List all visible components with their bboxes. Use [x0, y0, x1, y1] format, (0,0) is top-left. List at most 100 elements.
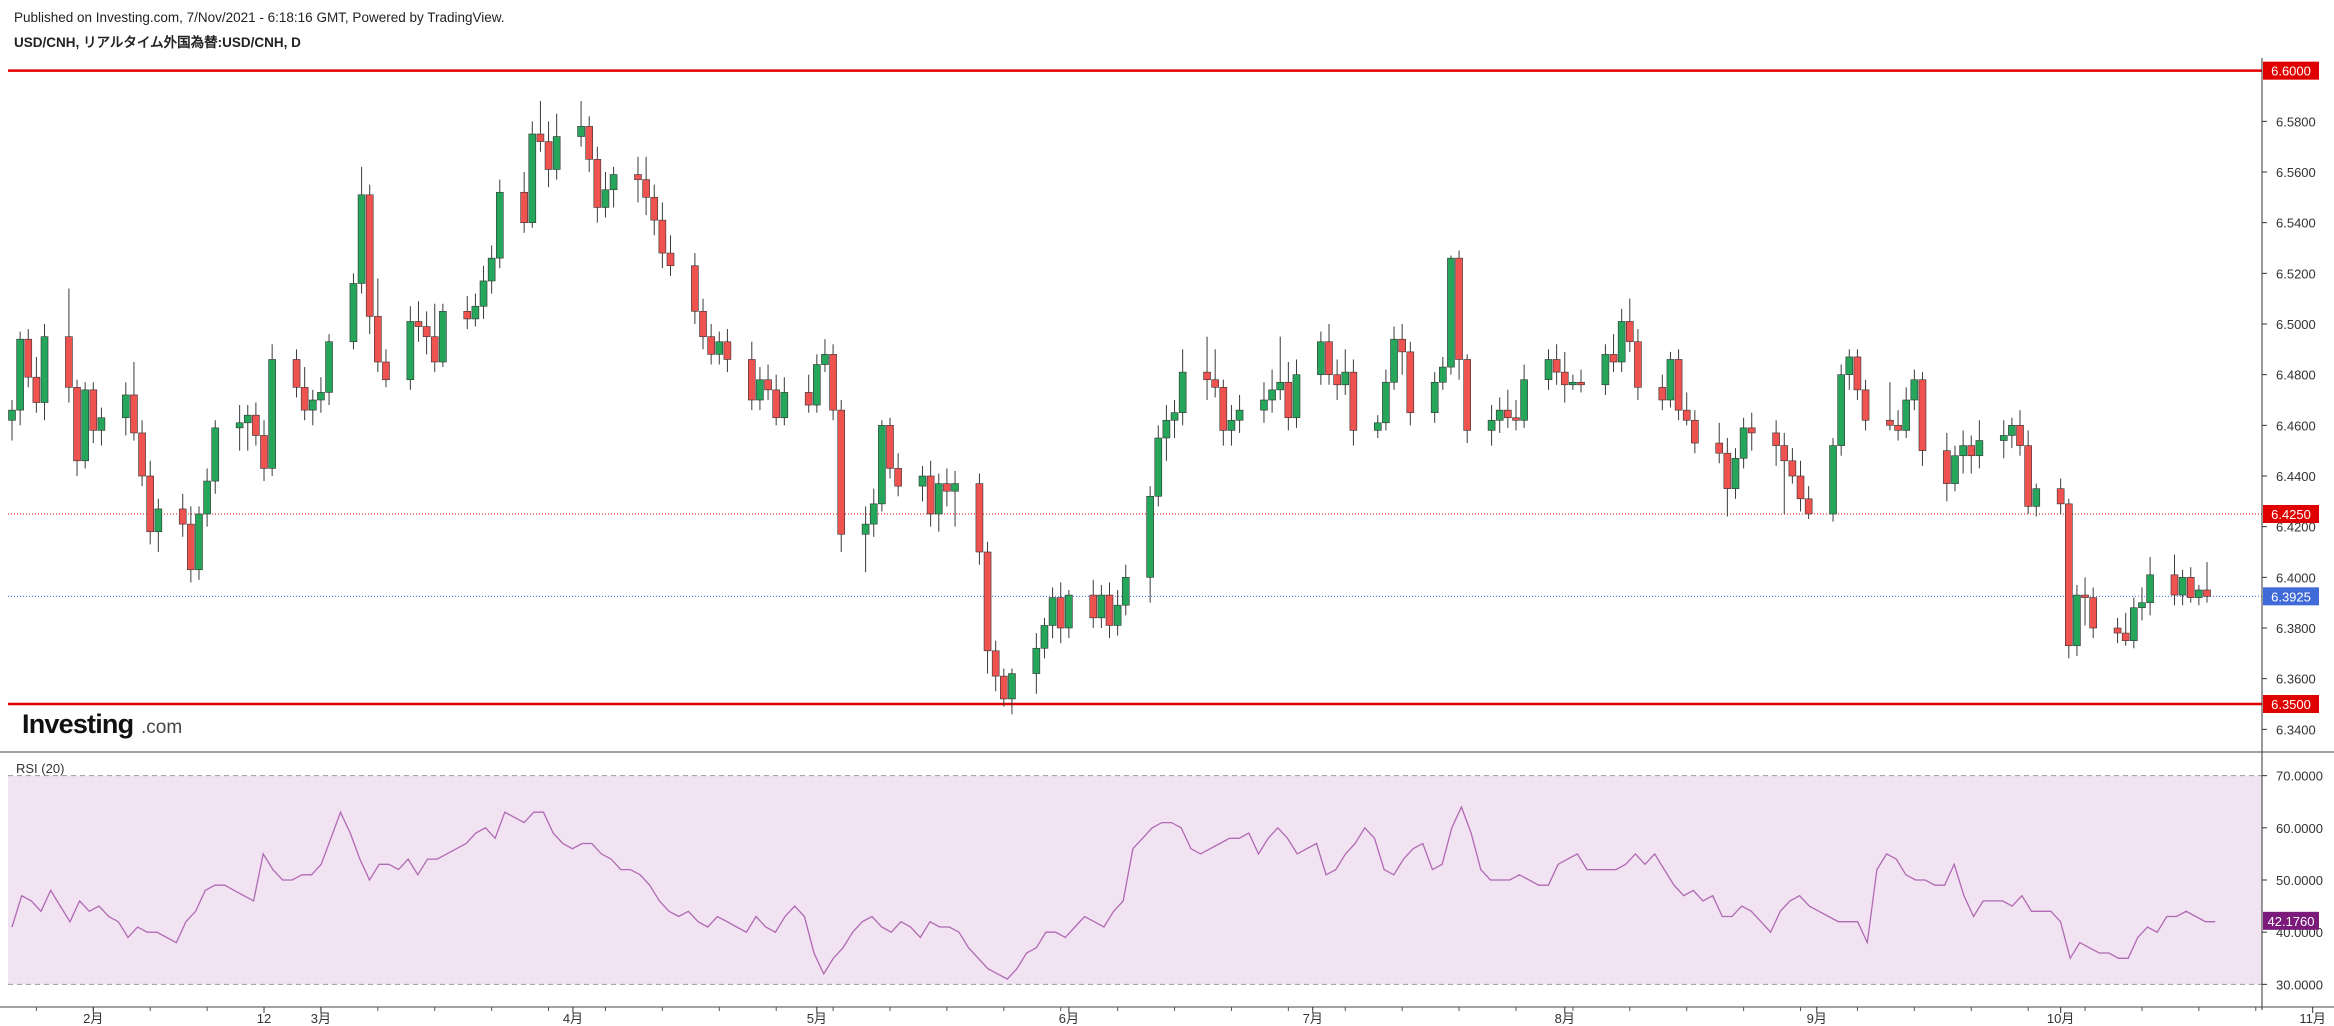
candle-body [609, 174, 618, 191]
y-tick-label: 6.4400 [2276, 469, 2316, 484]
candle-body [552, 136, 561, 170]
price-level-badge-bg [2263, 695, 2319, 713]
candle-body [1747, 427, 1756, 434]
candle [691, 253, 699, 324]
x-tick-label: 11月 [2299, 1011, 2326, 1026]
candle-body [2089, 597, 2097, 629]
candle-body [1162, 419, 1171, 439]
candle [1390, 326, 1398, 390]
candle-body [1219, 387, 1228, 431]
candle-body [300, 387, 309, 411]
candle-body [1333, 374, 1341, 386]
candle [780, 377, 789, 426]
candle [308, 389, 317, 426]
x-tick-label: 2月 [83, 1011, 103, 1026]
candle-body [146, 475, 155, 533]
candle-body [1276, 381, 1285, 391]
candle-body [943, 483, 951, 492]
x-tick-label: 5月 [807, 1011, 827, 1026]
candle-body [813, 364, 821, 406]
candle [707, 324, 715, 365]
candle [8, 400, 16, 441]
y-tick-label: 6.5200 [2276, 266, 2316, 281]
candle [1634, 329, 1642, 400]
candle-body [2186, 577, 2195, 598]
candle [1617, 308, 1626, 373]
candle-body [97, 417, 106, 431]
x-tick-label: 3月 [311, 1011, 331, 1026]
candle [349, 273, 358, 350]
candle-body [1739, 427, 1748, 459]
candle [1113, 590, 1122, 636]
candle [1235, 394, 1244, 433]
candle-body [487, 257, 496, 282]
candle-body [374, 316, 382, 363]
candle-body [1560, 371, 1569, 386]
candle [1739, 417, 1748, 469]
candle [146, 460, 155, 545]
candle-body [829, 354, 837, 411]
candle-body [585, 126, 594, 160]
candle [544, 121, 553, 188]
candle-body [894, 468, 902, 487]
candle-body [178, 508, 187, 525]
candle [1723, 438, 1732, 517]
candle [577, 101, 585, 147]
candle [211, 420, 220, 494]
candle-body [65, 336, 73, 388]
candle-body [1837, 374, 1845, 446]
candle-body [317, 392, 325, 401]
candle [2081, 577, 2089, 626]
candle-body [642, 179, 650, 198]
candle [268, 344, 276, 476]
rsi-value-badge: 42.1760 [2263, 911, 2319, 930]
candle-body [1780, 445, 1789, 462]
candle-body [1967, 445, 1976, 457]
candle [439, 303, 447, 368]
candle [2024, 430, 2032, 514]
candle [886, 417, 894, 479]
y-tick-label: 6.5400 [2276, 216, 2316, 231]
candle-body [837, 409, 846, 535]
candle [1837, 364, 1845, 456]
price-level-badge: 6.3500 [2263, 695, 2319, 713]
candle [1292, 359, 1301, 428]
candle-body [1455, 257, 1463, 360]
candle-body [2032, 488, 2041, 507]
candle-body [528, 133, 537, 223]
candle-body [1845, 356, 1854, 375]
candle-body [2170, 574, 2179, 596]
candle-body [991, 650, 1000, 677]
candle [829, 344, 837, 421]
candle [1601, 344, 1610, 395]
candle [1788, 448, 1797, 484]
candle [528, 121, 537, 228]
candle [1105, 582, 1114, 639]
candle [2113, 617, 2122, 644]
candle-body [1715, 442, 1724, 454]
candle [1089, 579, 1098, 628]
candle-body [691, 265, 699, 312]
price-level-badge-bg [2263, 61, 2319, 80]
candle [536, 101, 545, 152]
candle [154, 498, 163, 552]
candle [317, 377, 325, 413]
rsi-tick-label: 30.0000 [2276, 977, 2323, 992]
candle [16, 331, 24, 426]
candle-body [747, 359, 756, 401]
candle [1625, 298, 1634, 352]
candle [1276, 336, 1285, 400]
candle-body [138, 432, 146, 477]
candle-body [2146, 574, 2154, 603]
candle [97, 407, 106, 446]
candle-body [1666, 359, 1675, 401]
candle-body [821, 354, 829, 365]
candle [1674, 349, 1683, 421]
candle [813, 354, 821, 413]
candle [1910, 369, 1919, 411]
price-badges-layer: 6.6000 6.4250 6.3500 6.3925 42.1760 [2263, 61, 2319, 930]
candle-body [601, 189, 610, 208]
price-level-badge: 6.4250 [2263, 505, 2319, 523]
